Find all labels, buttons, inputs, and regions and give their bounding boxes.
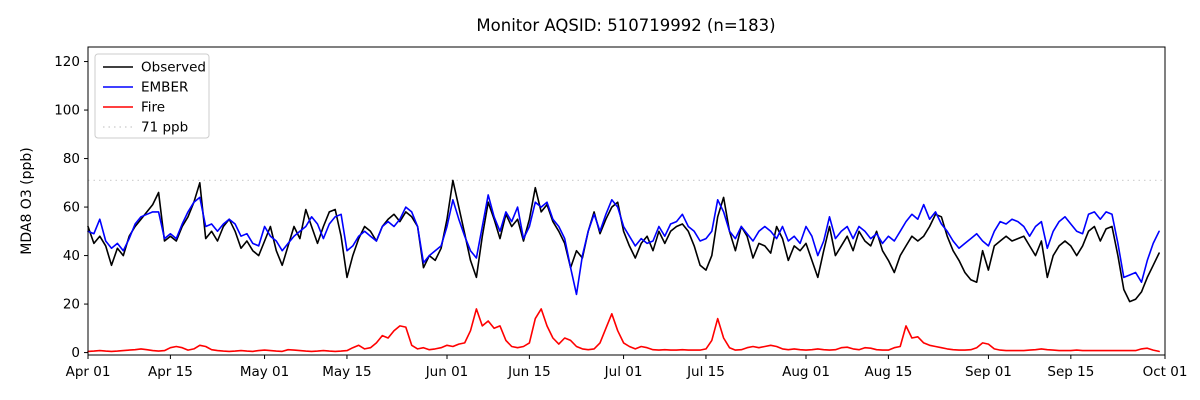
series-line-fire [87,308,1160,353]
y-tick-label: 120 [54,54,80,70]
y-axis: 0 20 40 60 80 100 120 [54,54,88,361]
plot-area-border [87,46,1166,356]
legend: Observed EMBER Fire 71 ppb [94,53,210,139]
x-tick-label: Apr 15 [148,364,193,380]
x-tick-label: Jun 15 [507,364,551,380]
x-tick-label: Aug 01 [782,364,830,380]
x-tick-label: May 15 [322,364,371,380]
x-tick-label: Jul 15 [686,364,725,380]
y-tick-label: 100 [54,103,80,119]
x-axis: Apr 01 Apr 15 May 01 May 15 Jun 01 Jun 15 Jul … [66,355,1188,380]
x-tick-label: Oct 01 [1143,364,1188,380]
x-tick-label: May 01 [240,364,289,380]
chart-title: Monitor AQSID: 510719992 (n=183) [476,16,775,35]
legend-label: Observed [141,60,206,76]
y-tick-label: 20 [63,297,80,313]
y-tick-label: 0 [71,345,80,361]
series-line-observed [87,179,1160,303]
legend-label: EMBER [141,80,188,96]
series-line-ember [87,194,1160,296]
x-tick-label: Apr 01 [66,364,111,380]
y-tick-label: 80 [63,151,80,167]
x-tick-label: Aug 15 [864,364,912,380]
y-axis-label: MDA8 O3 (ppb) [19,147,35,255]
x-tick-label: Jun 01 [425,364,469,380]
data-series-lines [87,179,1160,353]
y-tick-label: 60 [63,200,80,216]
x-tick-label: Sep 01 [965,364,1012,380]
legend-label: 71 ppb [141,120,188,136]
legend-label: Fire [141,100,165,116]
x-tick-label: Sep 15 [1047,364,1094,380]
x-tick-label: Jul 01 [604,364,643,380]
y-tick-label: 40 [63,248,80,264]
legend-box [94,53,210,139]
